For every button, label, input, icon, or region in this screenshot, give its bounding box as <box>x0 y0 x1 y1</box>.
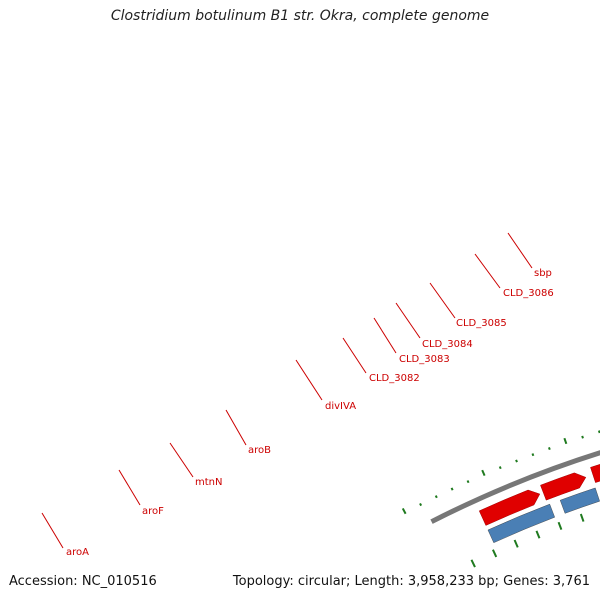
gene-leader-line <box>507 232 533 269</box>
gene-label: CLD_3082 <box>369 373 420 384</box>
gene-leader-line <box>118 469 141 506</box>
gene-leader-line <box>225 409 247 446</box>
gene-label: aroF <box>142 506 164 517</box>
gene-leader-line <box>169 442 194 478</box>
tick-dot <box>581 435 584 439</box>
tick-dot <box>434 495 438 499</box>
gene-leader-line <box>342 337 367 374</box>
inner-tick <box>470 559 476 568</box>
gene-leader-line <box>429 282 456 319</box>
inner-tick <box>513 539 519 548</box>
accession-text: Accession: NC_010516 <box>9 574 157 589</box>
tick-dot <box>466 480 470 484</box>
gene-label: CLD_3084 <box>422 339 473 350</box>
gene-label: CLD_3085 <box>456 318 507 329</box>
gene-label: CLD_3086 <box>503 288 554 299</box>
inner-tick <box>557 521 563 531</box>
inner-tick-marks <box>470 513 585 568</box>
genome-title: Clostridium botulinum B1 str. Okra, comp… <box>110 8 490 24</box>
tick-dots <box>401 430 600 515</box>
forward-gene-arrow <box>590 464 600 483</box>
gene-label: CLD_3083 <box>399 354 450 365</box>
gene-label: mtnN <box>195 477 222 488</box>
forward-gene-arrow <box>540 472 587 501</box>
gene-label: sbp <box>534 268 552 279</box>
gene-leader-line <box>474 253 501 289</box>
gene-label: divIVA <box>325 401 356 412</box>
genome-backbone <box>430 450 600 524</box>
gene-leader-line <box>41 512 64 549</box>
tick-dot <box>450 487 454 491</box>
forward-gene-arrow <box>478 489 541 526</box>
tick-dot <box>498 466 502 470</box>
gene-leader-line <box>373 317 397 354</box>
gene-label: aroB <box>248 445 271 456</box>
tick-dot <box>515 459 518 463</box>
inner-tick <box>579 513 585 522</box>
tick-dot <box>548 447 551 451</box>
gene-leader-line <box>395 302 421 339</box>
tick-dot <box>419 502 423 507</box>
inner-gene-block <box>487 503 555 543</box>
tick-dot <box>563 437 568 445</box>
topology-info-text: Topology: circular; Length: 3,958,233 bp… <box>232 574 590 589</box>
tick-dot <box>401 507 407 515</box>
tick-dot <box>531 453 535 457</box>
tick-dot <box>481 469 486 477</box>
inner-tick <box>492 549 498 558</box>
gene-labels: sbp CLD_3086 CLD_3085 CLD_3084 CLD_3083 CLD_3… <box>41 232 554 558</box>
inner-tick <box>535 530 541 539</box>
reverse-gene-track <box>487 487 600 543</box>
gene-leader-line <box>295 359 323 401</box>
gene-label: aroA <box>66 547 89 558</box>
